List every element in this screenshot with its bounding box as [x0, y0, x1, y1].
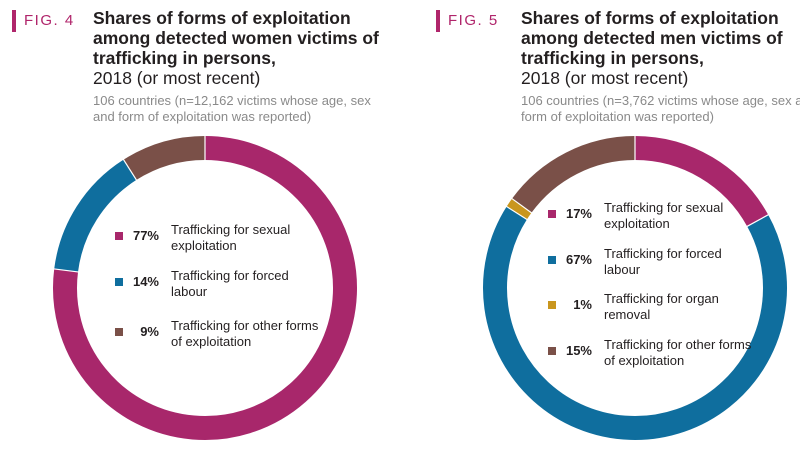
legend-value: 9%	[140, 324, 159, 339]
legend-swatch	[115, 328, 123, 336]
legend-value: 14%	[132, 274, 159, 289]
figure-marker-bar	[12, 10, 16, 32]
figure-marker-bar	[436, 10, 440, 32]
legend-value: 67%	[565, 252, 592, 267]
legend-label: Trafficking for sexual exploitation	[604, 200, 724, 231]
donut-slice-other-forms	[512, 136, 636, 213]
slice-separator	[746, 213, 770, 228]
legend-value: 17%	[565, 206, 592, 221]
legend-swatch	[115, 232, 123, 240]
figure-number: FIG. 5	[448, 12, 499, 29]
legend-value: 1%	[573, 297, 592, 312]
legend-swatch	[115, 278, 123, 286]
legend-label: Trafficking for organ removal	[604, 291, 719, 322]
title-main: Shares of forms of exploitation among de…	[521, 8, 783, 68]
legend-label: Trafficking for sexual exploitation	[171, 222, 291, 253]
legend-value: 15%	[565, 343, 592, 358]
figure-title: Shares of forms of exploitation among de…	[93, 8, 393, 88]
title-year: 2018 (or most recent)	[521, 68, 689, 88]
legend-label: Trafficking for other forms of exploitat…	[604, 337, 752, 368]
legend-value: 77%	[132, 228, 159, 243]
donut-slice-forced-labour	[54, 159, 137, 273]
legend-label: Trafficking for forced labour	[604, 246, 722, 277]
slice-separator	[505, 205, 529, 221]
donut-chart-women	[53, 135, 357, 440]
donut-slice-organ-removal	[506, 198, 532, 220]
legend-swatch	[548, 301, 556, 309]
donut-slice-sexual-exploitation	[53, 136, 357, 440]
figure-subtitle: 106 countries (n=12,162 victims whose ag…	[93, 93, 371, 124]
legend-swatch	[548, 256, 556, 264]
legend-swatch	[548, 210, 556, 218]
figure-4-panel: FIG. 4 Shares of forms of exploitation a…	[12, 8, 393, 440]
donut-chart-men	[483, 135, 787, 440]
legend-swatch	[548, 347, 556, 355]
donut-slice-forced-labour	[483, 206, 787, 440]
legend-label: Trafficking for other forms of exploitat…	[171, 318, 319, 349]
title-year: 2018 (or most recent)	[93, 68, 261, 88]
figure-title: Shares of forms of exploitation among de…	[521, 8, 800, 88]
slice-separator	[122, 158, 138, 182]
legend-label: Trafficking for forced labour	[171, 268, 289, 299]
figure-number: FIG. 4	[24, 12, 75, 29]
title-main: Shares of forms of exploitation among de…	[93, 8, 379, 68]
figure-subtitle: 106 countries (n=3,762 victims whose age…	[521, 93, 800, 124]
slice-separator	[53, 268, 80, 273]
donut-slice-sexual-exploitation	[634, 136, 769, 227]
figure-5-panel: FIG. 5 Shares of forms of exploitation a…	[400, 0, 800, 455]
donut-slice-other-forms	[123, 136, 206, 181]
slice-separator	[510, 197, 533, 214]
